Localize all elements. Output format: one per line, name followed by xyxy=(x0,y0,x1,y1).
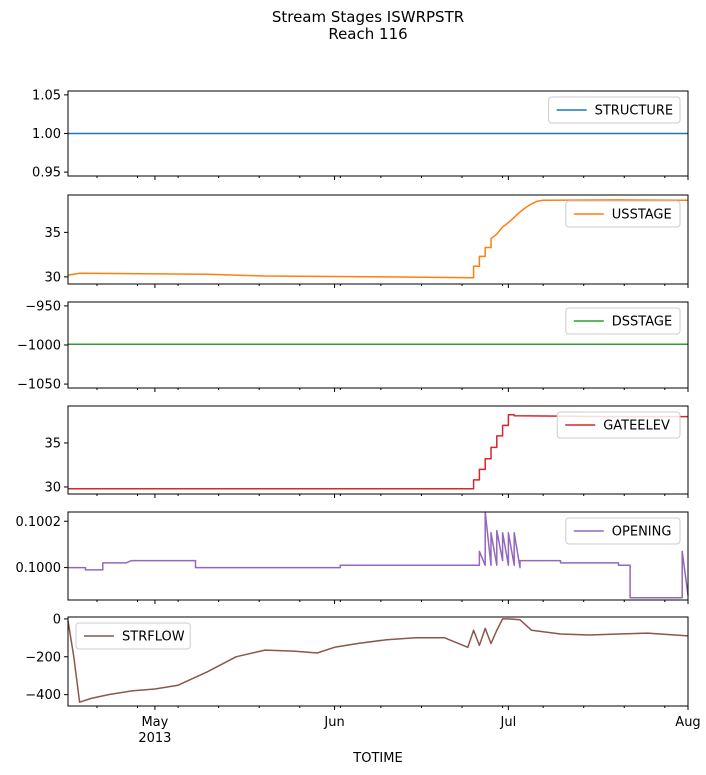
legend-label: STRFLOW xyxy=(122,630,185,645)
legend-gateelev: GATEELEV xyxy=(556,411,681,439)
axes-frame xyxy=(67,194,689,285)
series-line-strflow xyxy=(67,618,689,703)
legend-dsstage: DSSTAGE xyxy=(565,307,681,335)
legend-box xyxy=(565,200,681,228)
y-tick-label: 1.00 xyxy=(32,127,61,142)
subplot-dsstage: −1050 −1000 −950 DSSTAGE xyxy=(17,299,689,393)
x-tick-label: Jun xyxy=(323,715,344,730)
series-line-gateelev xyxy=(68,414,688,490)
y-tick-label: −400 xyxy=(25,688,61,703)
legend-label: GATEELEV xyxy=(603,419,670,434)
legend-label: OPENING xyxy=(612,525,672,540)
subplot-usstage: 30 35 USSTAGE xyxy=(44,194,689,288)
subplot-structure: 0.95 1.00 1.05 STRUCTURE xyxy=(32,88,689,181)
axes-frame xyxy=(67,405,689,495)
x-axis-title: TOTIME xyxy=(352,751,402,766)
legend-box xyxy=(75,622,191,650)
y-tick-label: 0.95 xyxy=(32,166,61,181)
series-line-opening xyxy=(68,511,689,599)
y-tick-label: 0.1002 xyxy=(16,515,62,530)
y-tick-label: −1000 xyxy=(17,339,61,354)
subplot-gateelev: 30 35 GATEELEV xyxy=(44,405,689,498)
y-tick-label: −950 xyxy=(25,299,61,314)
y-tick-label: −200 xyxy=(25,650,61,665)
x-tick-label: May xyxy=(141,715,168,730)
legend-box xyxy=(565,517,681,545)
legend-structure: STRUCTURE xyxy=(548,96,681,124)
axes-frame xyxy=(67,616,689,707)
legend-usstage: USSTAGE xyxy=(565,200,681,228)
y-tick-label: 30 xyxy=(44,480,61,495)
y-tick-label: 0 xyxy=(53,612,61,627)
legend-label: DSSTAGE xyxy=(612,315,672,330)
figure-title-line2: Reach 116 xyxy=(328,25,407,43)
legend-label: STRUCTURE xyxy=(595,104,674,119)
legend-box xyxy=(556,411,681,439)
subplot-opening: 0.1000 0.1002 OPENING xyxy=(16,511,689,604)
subplots: 0.951.001.05STRUCTURE3035USSTAGE−1050−10… xyxy=(16,88,701,746)
figure-title-line1: Stream Stages ISWRPSTR xyxy=(272,8,464,26)
legend-strflow: STRFLOW xyxy=(75,622,191,650)
x-tick-label: Aug xyxy=(675,715,700,730)
x-tick-label: Jul xyxy=(500,715,517,730)
y-tick-label: 35 xyxy=(44,226,61,241)
y-tick-label: 1.05 xyxy=(32,88,61,103)
axes-frame xyxy=(67,511,689,601)
legend-label: USSTAGE xyxy=(612,208,672,223)
legend-opening: OPENING xyxy=(565,517,681,545)
series-line-usstage xyxy=(67,199,689,279)
x-tick-sublabel: 2013 xyxy=(138,731,171,746)
legend-box xyxy=(548,96,681,124)
y-tick-label: 0.1000 xyxy=(16,561,62,576)
y-tick-label: 30 xyxy=(44,270,61,285)
y-tick-label: 35 xyxy=(44,436,61,451)
y-tick-label: −1050 xyxy=(17,378,61,393)
legend-box xyxy=(565,307,681,335)
